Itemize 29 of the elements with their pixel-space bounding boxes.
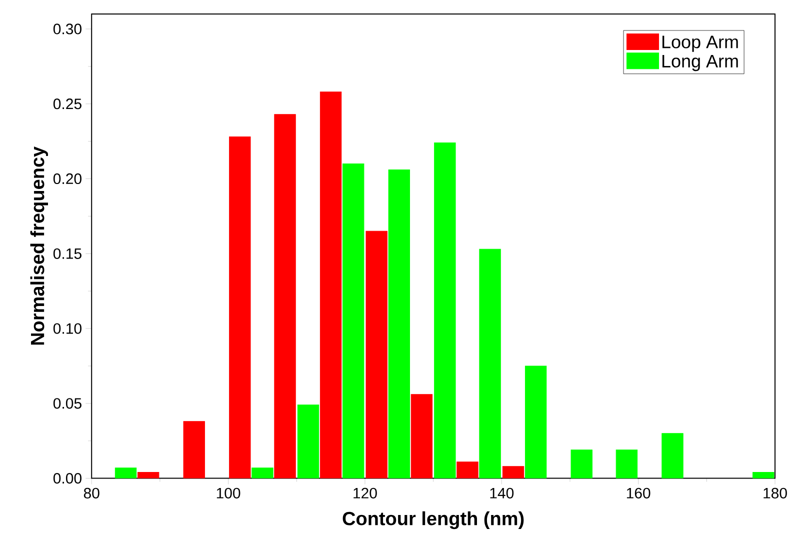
bar	[479, 248, 501, 478]
bar	[616, 450, 638, 478]
legend-label: Long Arm	[662, 54, 738, 72]
x-tick-label: 100	[216, 488, 240, 498]
y-tick-label: 0.25	[53, 98, 82, 110]
x-tick-label: 160	[626, 488, 650, 498]
bar	[297, 404, 320, 478]
bar	[524, 366, 547, 478]
y-tick-label: 0.05	[53, 398, 82, 409]
bar	[252, 468, 274, 478]
bar	[388, 170, 410, 478]
y-tick-label: 0.30	[53, 24, 82, 34]
y-tick-label: 0.10	[53, 323, 82, 334]
x-tick-label: 140	[490, 488, 514, 498]
y-tick-label: 0.15	[53, 248, 82, 259]
x-tick-label: 180	[764, 488, 787, 498]
x-axis-title: Contour length (nm)	[342, 511, 524, 530]
y-axis-title: Normalised frequency	[30, 146, 48, 345]
x-tick-label: 80	[84, 488, 100, 498]
bar	[342, 164, 364, 478]
bar	[434, 142, 456, 478]
y-tick-label: 0.20	[53, 173, 82, 184]
bar	[114, 468, 137, 478]
y-tick-label: 0.00	[53, 472, 82, 484]
bar	[752, 472, 774, 478]
x-tick-label: 120	[354, 488, 377, 498]
bar	[570, 450, 592, 478]
legend-label: Loop Arm	[662, 36, 738, 52]
bar	[662, 433, 684, 478]
